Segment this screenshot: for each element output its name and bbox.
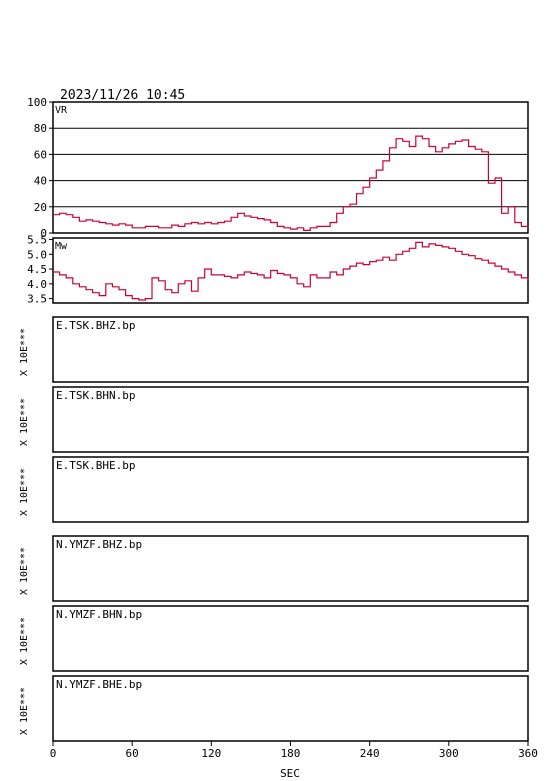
vr-y-tick-label: 40 <box>34 175 47 188</box>
trace-panel-frame <box>52 386 529 453</box>
mw-y-tick-label: 4.5 <box>27 263 47 276</box>
vr-y-tick-label: 0 <box>40 227 47 240</box>
vr-y-tick-label: 20 <box>34 201 47 214</box>
trace-panel-frame <box>52 605 529 672</box>
trace-panel-frame <box>52 316 529 383</box>
mw-y-tick-label: 5.0 <box>27 248 47 261</box>
x-tick-label: 120 <box>201 747 221 760</box>
x-tick-label: 300 <box>439 747 459 760</box>
vr-y-tick-label: 100 <box>27 96 47 109</box>
x-tick-label: 0 <box>50 747 57 760</box>
trace-scale-label: X 10E*** <box>19 398 30 446</box>
trace-panel-frame <box>52 456 529 523</box>
x-tick-label: 240 <box>360 747 380 760</box>
mw-y-tick-label: 4.0 <box>27 278 47 291</box>
trace-station-label: E.TSK.BHE.bp <box>56 459 135 472</box>
datetime-label: 2023/11/26 10:45 <box>60 88 185 103</box>
vr-y-tick-label: 80 <box>34 122 47 135</box>
trace-scale-label: X 10E*** <box>19 547 30 595</box>
vr-series-line <box>53 135 529 231</box>
mw-y-tick-label: 3.5 <box>27 293 47 306</box>
trace-station-label: N.YMZF.BHZ.bp <box>56 538 142 551</box>
x-axis-title: SEC <box>280 767 300 780</box>
trace-scale-label: X 10E*** <box>19 468 30 516</box>
mw-y-tick-label: 5.5 <box>27 233 47 246</box>
vr-y-tick-label: 60 <box>34 148 47 161</box>
mw-panel-label: Mw <box>55 241 68 252</box>
x-tick-label: 180 <box>281 747 301 760</box>
vr-panel-label: VR <box>55 105 68 116</box>
x-tick-label: 360 <box>518 747 538 760</box>
vr-panel-frame <box>52 101 529 234</box>
trace-scale-label: X 10E*** <box>19 617 30 665</box>
trace-station-label: N.YMZF.BHE.bp <box>56 678 142 691</box>
trace-panel-frame <box>52 535 529 602</box>
trace-scale-label: X 10E*** <box>19 687 30 735</box>
mw-panel-frame <box>52 237 529 304</box>
x-tick-label: 60 <box>126 747 139 760</box>
trace-station-label: N.YMZF.BHN.bp <box>56 608 142 621</box>
trace-station-label: E.TSK.BHN.bp <box>56 389 135 402</box>
mw-series-line <box>53 241 529 301</box>
trace-station-label: E.TSK.BHZ.bp <box>56 319 135 332</box>
trace-scale-label: X 10E*** <box>19 328 30 376</box>
